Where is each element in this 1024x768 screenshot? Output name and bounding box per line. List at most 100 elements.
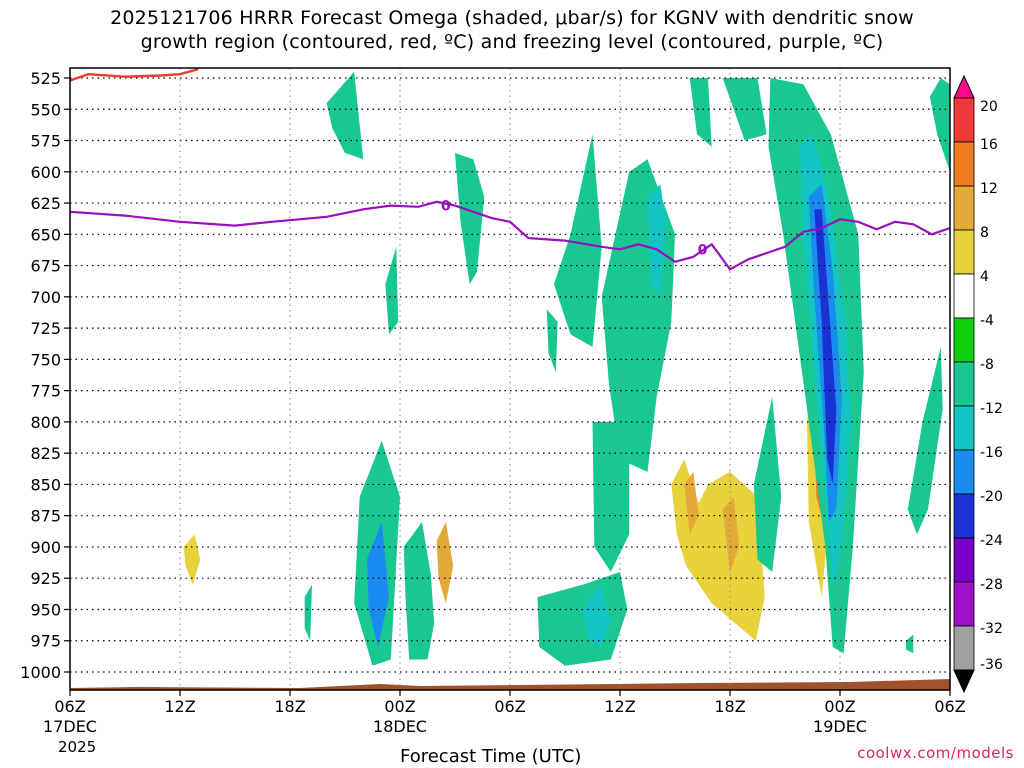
ytick-label-550: 550 [30,100,61,119]
ytick-label-975: 975 [30,632,61,651]
xtick-date-18: 18DEC [373,717,427,736]
omega-region-28 [730,221,749,335]
ytick-label-725: 725 [30,319,61,338]
colorbar-band-8 [953,405,975,451]
y-axis: 525 550 575 600 625 650 675 700 725 750 775 800 825 8… [20,69,70,682]
omega-region-44 [929,78,950,172]
omega-region-12 [436,521,454,604]
colorbar-band-5 [953,273,975,319]
colorbar-band-11 [953,537,975,583]
colorbar-band-2 [953,141,975,187]
omega-region-16 [546,309,558,372]
xtick-label-48: 06Z [934,697,965,716]
ytick-label-775: 775 [30,382,61,401]
xtick-label-24: 06Z [494,697,525,716]
colorbar-label-16: 16 [980,137,998,153]
ytick-label-625: 625 [30,194,61,213]
title-line-2: growth region (contoured, red, ºC) and f… [140,31,884,53]
colorbar-band-13 [953,625,975,671]
colorbar-band-6 [953,317,975,363]
colorbar-band-1 [953,97,975,143]
freezing-level-line [70,200,950,271]
ytick-label-950: 950 [30,600,61,619]
colorbar-band-12 [953,581,975,627]
omega-region-39 [814,209,837,485]
omega-region-19 [583,584,611,647]
xtick-label-0: 06Z [54,697,85,716]
omega-region-9 [414,471,424,516]
freezing-level-label-1: 0 [698,242,708,258]
colorbar-label-20: 20 [980,99,998,115]
omega-region-4 [326,71,364,160]
ytick-label-800: 800 [30,413,61,432]
year-label: 2025 [58,738,97,756]
omega-region-10 [403,521,437,660]
xtick-date-42: 19DEC [813,717,867,736]
colorbar-label--16: -16 [980,445,1003,461]
colorbar-band-4 [953,229,975,275]
x-axis-label: Forecast Time (UTC) [400,746,582,767]
terrain-surface [70,679,950,690]
ytick-label-675: 675 [30,257,61,276]
omega-region-18 [537,572,628,666]
colorbar-band-3 [953,185,975,231]
freezing-level-label-0: 0 [441,199,451,215]
ytick-label-750: 750 [30,350,61,369]
colorbar-label--36: -36 [980,657,1003,673]
xtick-label-18: 00Z [384,697,415,716]
ytick-label-650: 650 [30,225,61,244]
omega-region-15 [519,78,540,178]
colorbar-band-10 [953,493,975,539]
ytick-label-575: 575 [30,132,61,151]
grid-lines [70,68,950,690]
colorbar-label-8: 8 [980,225,989,241]
terrain-fill [70,679,950,690]
xtick-label-30: 12Z [604,697,635,716]
colorbar-label-4: 4 [980,269,989,285]
omega-region-26 [684,471,699,535]
omega-region-23 [689,78,712,147]
ytick-label-875: 875 [30,507,61,526]
xtick-date-0: 17DEC [43,717,97,736]
ytick-label-1000: 1000 [20,663,61,682]
xtick-label-42: 00Z [824,697,855,716]
xtick-label-36: 18Z [714,697,745,716]
omega-region-5 [304,584,312,641]
xtick-label-12: 18Z [274,697,305,716]
omega-region-40 [907,346,943,535]
colorbar-label--4: -4 [980,313,994,329]
colorbar-label-12: 12 [980,181,998,197]
colorbar: 20 16 12 8 4 -4 -8 -12 -16 -20 -24 -28 -32 -36 [953,74,1003,694]
ytick-label-850: 850 [30,475,61,494]
ytick-label-900: 900 [30,538,61,557]
omega-region-7 [367,521,389,647]
ytick-label-825: 825 [30,444,61,463]
omega-region-27 [722,496,740,572]
omega-region-30 [753,396,782,572]
colorbar-label--20: -20 [980,489,1003,505]
colorbar-label--24: -24 [980,533,1003,549]
omega-region-43 [917,146,925,297]
colorbar-label--12: -12 [980,401,1003,417]
omega-region-41 [906,634,914,654]
colorbar-band-7 [953,361,975,407]
contours: 00 [70,68,950,271]
xtick-label-6: 12Z [164,697,195,716]
dendritic-growth-contour [70,68,199,82]
colorbar-band-9 [953,449,975,495]
colorbar-label--8: -8 [980,357,994,373]
omega-region-8 [385,246,399,335]
omega-region-42 [867,496,877,554]
ytick-label-700: 700 [30,288,61,307]
omega-region-0 [97,603,144,654]
omega-region-13 [464,484,492,616]
colorbar-bottom-arrow [953,669,975,694]
colorbar-top-arrow [953,74,975,99]
omega-region-14 [455,153,485,285]
omega-region-22 [647,184,666,297]
credit-link[interactable]: coolwx.com/models [857,744,1014,762]
title-line-1: 2025121706 HRRR Forecast Omega (shaded, … [110,7,914,29]
omega-region-29 [722,78,767,141]
